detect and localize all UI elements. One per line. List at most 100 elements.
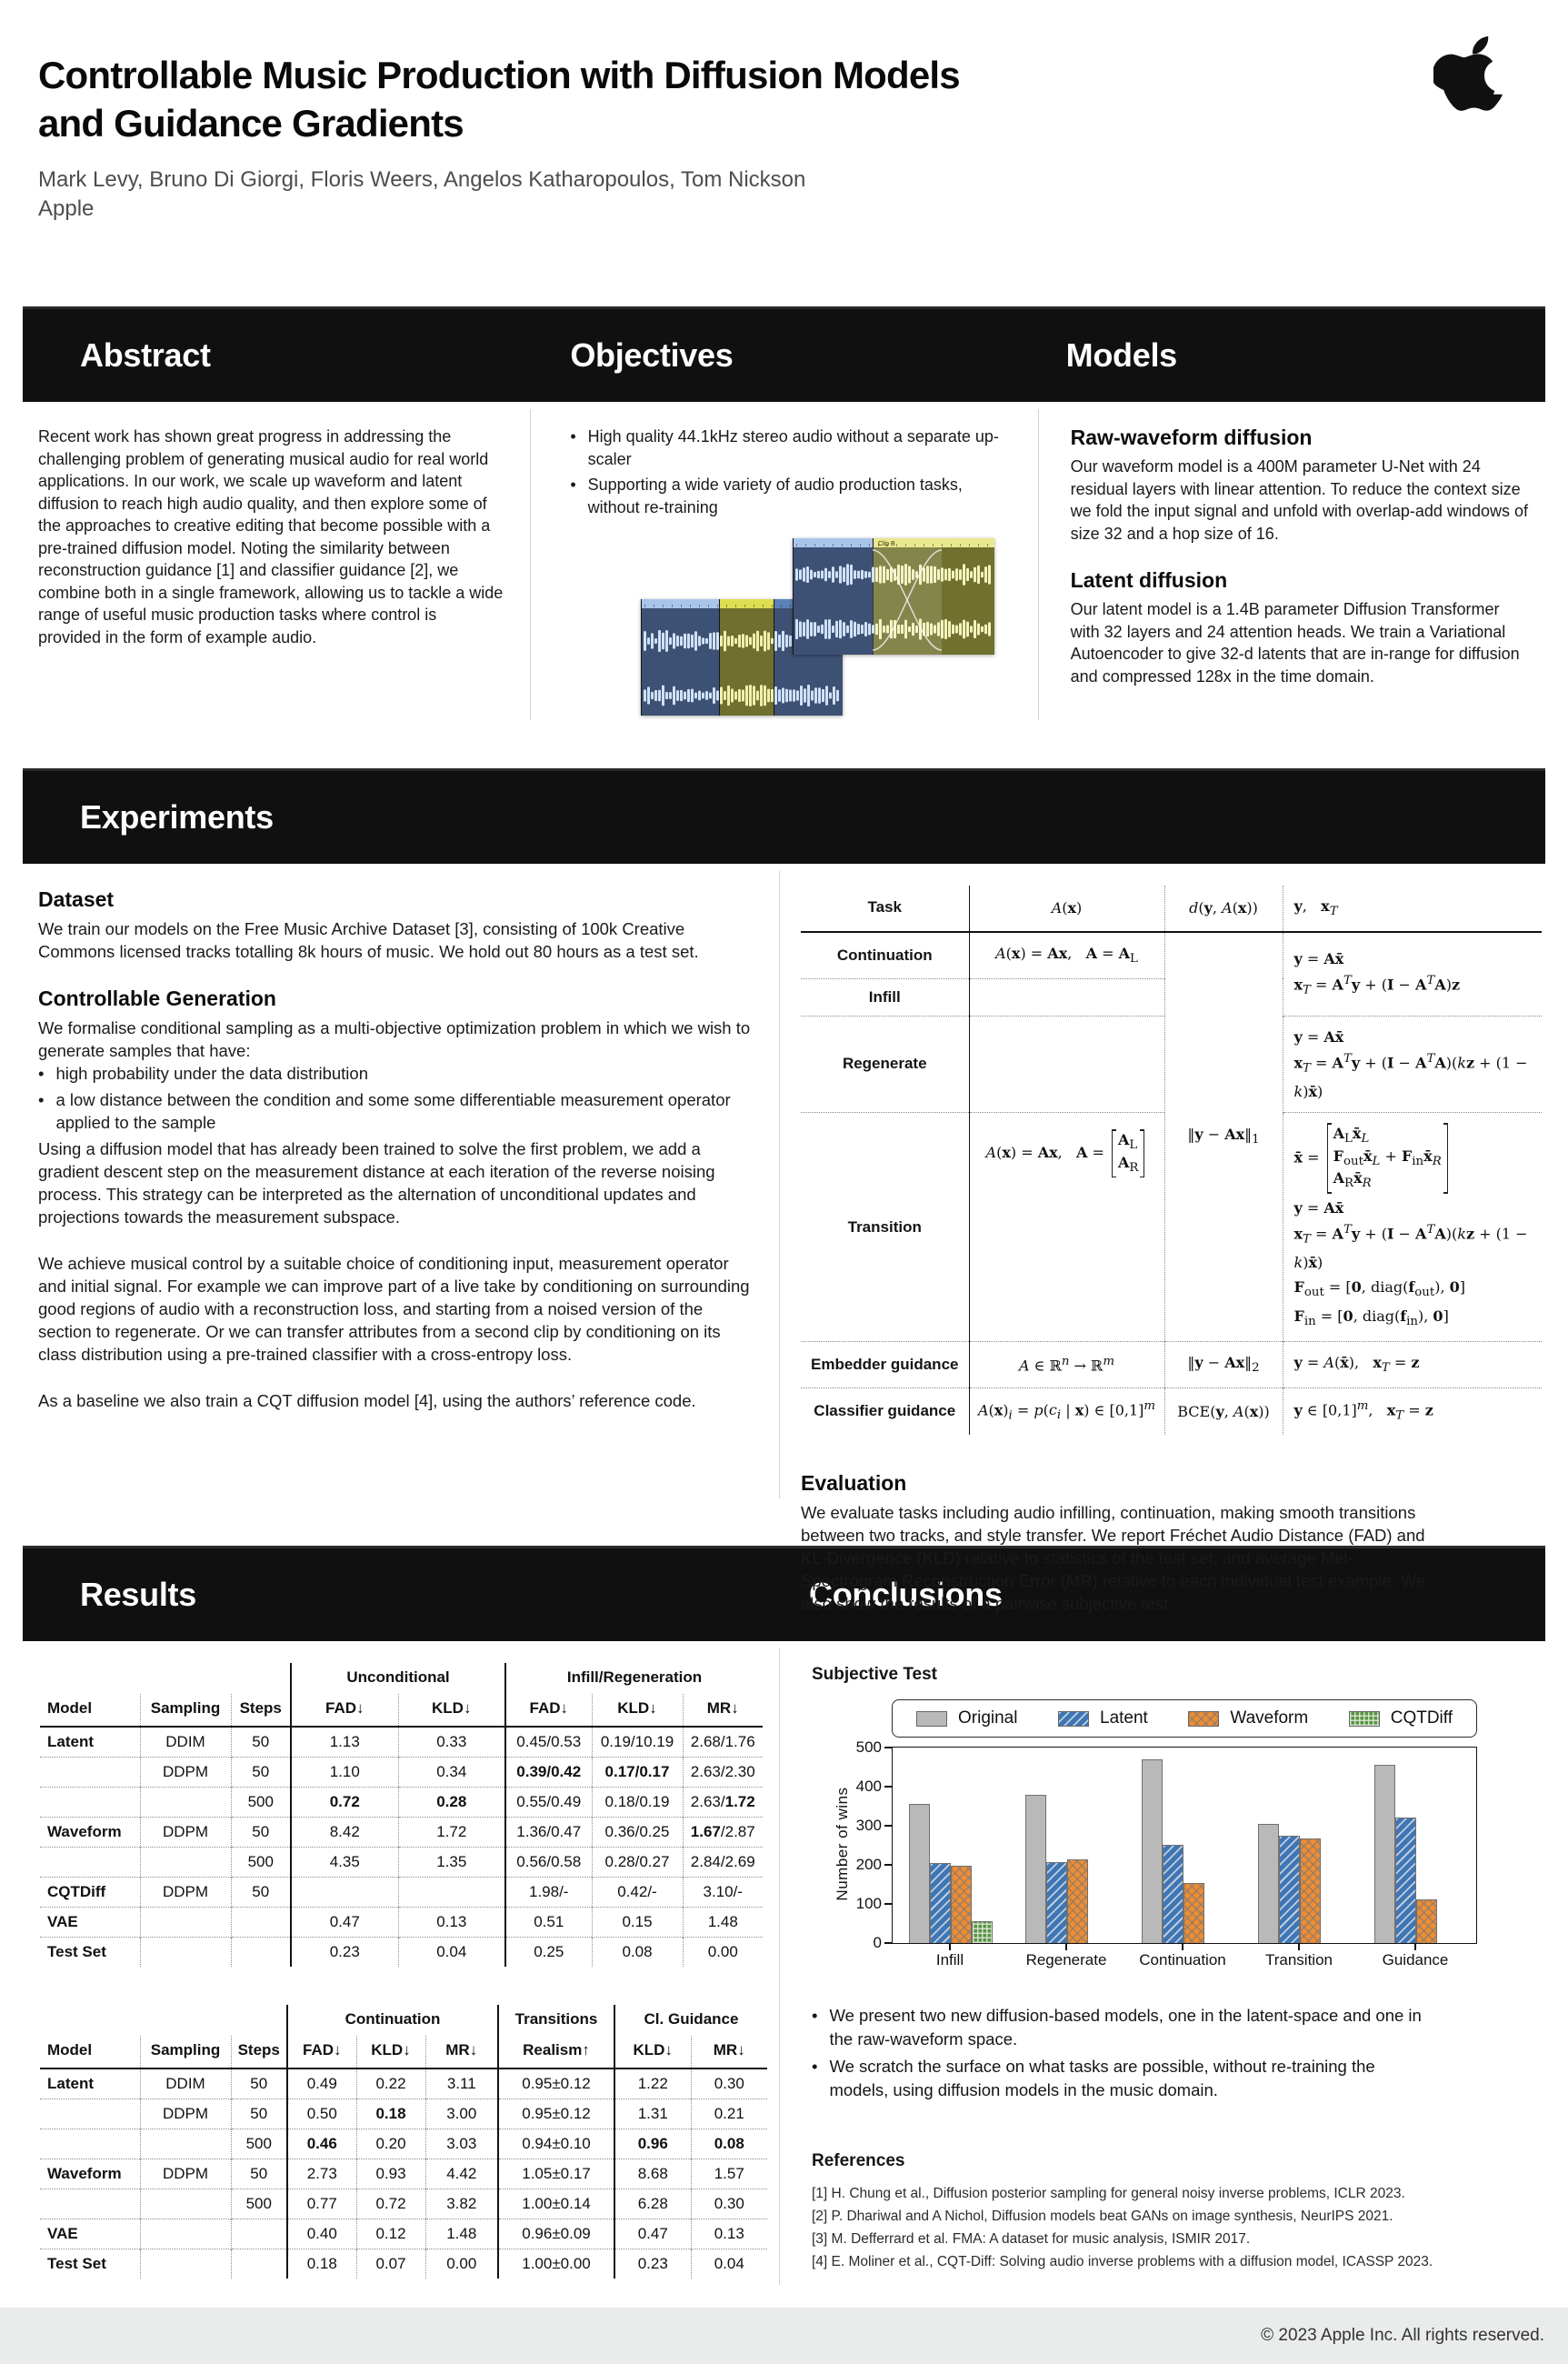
table-cell: Test Set <box>40 2249 140 2279</box>
section-bar-top: Abstract Objectives Models <box>23 306 1545 402</box>
models-column: Raw-waveform diffusion Our waveform mode… <box>1037 402 1545 768</box>
group-header-row: Continuation Transitions Cl. Guidance <box>40 2005 767 2036</box>
column-header: d(y, A(x)) <box>1164 886 1283 933</box>
objective-bullet-text: High quality 44.1kHz stereo audio withou… <box>587 427 999 468</box>
controllable-generation-intro: We formalise conditional sampling as a m… <box>38 1018 751 1060</box>
y-tick-label: 500 <box>855 1738 882 1756</box>
table-row: VAE 0.40 0.12 1.48 0.96±0.09 0.47 0.13 <box>40 2219 767 2249</box>
table-cell <box>230 2249 287 2279</box>
bullet-icon: • <box>38 1090 45 1109</box>
controllable-generation-title: Controllable Generation <box>38 987 276 1010</box>
task-label: Embedder guidance <box>801 1340 969 1388</box>
table-cell: 0.49 <box>286 2068 356 2099</box>
table-cell: 0.00 <box>682 1937 763 1967</box>
chart-plot: Number of wins 0 100 200 300 400 500 <box>834 1738 1477 1951</box>
table-cell <box>40 2099 140 2129</box>
y-tick-label: 300 <box>855 1817 882 1834</box>
table-cell: 0.47 <box>290 1907 398 1938</box>
legend-label: Original <box>958 1708 1018 1728</box>
table-cell: 50 <box>230 2159 287 2189</box>
legend-swatch-cqtdiff <box>1348 1710 1380 1727</box>
bar-waveform-regenerate <box>1067 1858 1088 1943</box>
table-cell: 0.07 <box>355 2249 425 2279</box>
task-label: Infill <box>801 977 969 1017</box>
bar-latent-continuation <box>1163 1844 1183 1943</box>
experiments-paragraph: We achieve musical control by a suitable… <box>38 1254 750 1364</box>
bullet-icon: • <box>570 427 576 446</box>
table-row: Test Set 0.18 0.07 0.00 1.00±0.00 0.23 0.04 <box>40 2249 767 2279</box>
table-cell: 0.15 <box>591 1907 683 1938</box>
table-cell: 50 <box>230 1757 291 1788</box>
x-tick-mark <box>1182 1944 1183 1950</box>
table-cell: 3.82 <box>424 2189 498 2219</box>
table-cell <box>139 1847 231 1878</box>
references-list: [1] H. Chung et al., Diffusion posterior… <box>812 2182 1536 2273</box>
y-tick-label: 400 <box>855 1778 882 1795</box>
objective-bullet: • High quality 44.1kHz stereo audio with… <box>570 426 1010 470</box>
table-cell: 50 <box>230 2068 287 2099</box>
table-cell: 0.19/10.19 <box>591 1727 683 1758</box>
svg-text:Clip B: Clip B <box>878 541 895 547</box>
group-header: Unconditional <box>290 1663 505 1694</box>
table-cell <box>139 2189 231 2219</box>
table-cell: 0.30 <box>690 2189 767 2219</box>
table-cell: 0.23 <box>290 1937 398 1967</box>
formula-cell: y ∈ [0,1]m, xT = z <box>1282 1387 1542 1435</box>
table-row: Latent DDIM 50 0.49 0.22 3.11 0.95±0.12 1.22 0.3… <box>40 2068 767 2099</box>
table-row: Waveform DDPM 50 2.73 0.93 4.42 1.05±0.17 8.68 1… <box>40 2159 767 2189</box>
table-cell: 2.73 <box>286 2159 356 2189</box>
formula-cell: ‖y − Ax‖2 <box>1164 1340 1283 1388</box>
table-cell <box>139 2129 231 2159</box>
table-cell: 1.98/- <box>504 1877 592 1908</box>
subsection-body: Our latent model is a 1.4B parameter Dif… <box>1070 600 1520 686</box>
column-header: MR↓ <box>424 2036 498 2069</box>
table-cell: Waveform <box>40 1817 140 1848</box>
x-tick-label: Transition <box>1264 1951 1333 1968</box>
table-cell: 2.68/1.76 <box>682 1727 763 1758</box>
table-cell: 2.63/1.72 <box>682 1787 763 1818</box>
table-cell: 1.72 <box>397 1817 505 1848</box>
table-cell: Latent <box>47 2075 94 2092</box>
bullet-icon: • <box>570 476 576 494</box>
table-cell: 500 <box>230 1847 291 1878</box>
conclusion-bullets: • We present two new diffusion-based mod… <box>812 2004 1430 2102</box>
group-header: Infill/Regeneration <box>504 1663 763 1694</box>
table-cell: 0.28 <box>397 1787 505 1818</box>
table-cell: 0.55/0.49 <box>504 1787 592 1818</box>
table-cell: 2.63/2.30 <box>682 1757 763 1788</box>
experiments-left-column: Dataset We train our models on the Free … <box>23 864 779 1615</box>
table-cell: 1.36/0.47 <box>504 1817 592 1848</box>
daw-panel-crossfade: Clip B <box>793 538 995 655</box>
bar-latent-regenerate <box>1046 1862 1067 1943</box>
bottom-content-row: Unconditional Infill/Regeneration Model S… <box>23 1641 1545 2308</box>
table-cell: 0.36/0.25 <box>591 1817 683 1848</box>
table-cell: 0.56/0.58 <box>504 1847 592 1878</box>
table-cell: 1.00±0.00 <box>497 2249 614 2279</box>
table-cell: 1.00±0.14 <box>497 2189 614 2219</box>
table-cell: 0.46 <box>286 2129 356 2159</box>
results-table-continuation-transitions-guidance: Continuation Transitions Cl. Guidance Mo… <box>40 2005 767 2279</box>
table-cell: 0.13 <box>690 2219 767 2249</box>
x-tick-mark <box>949 1944 951 1950</box>
table-cell: 3.11 <box>424 2068 498 2099</box>
table-cell: 0.08 <box>591 1937 683 1967</box>
table-cell <box>40 1757 140 1788</box>
task-row-transition: Transition A(x) = Ax, A = AL AR x̄ = ALx̄… <box>801 1112 1542 1342</box>
controllable-bullet-text: a low distance between the condition and… <box>55 1090 731 1132</box>
table-cell: 0.42/- <box>591 1877 683 1908</box>
table-cell <box>139 1937 231 1967</box>
bar-original-transition <box>1258 1823 1279 1943</box>
bar-waveform-transition <box>1300 1838 1321 1943</box>
table-cell: 0.51 <box>504 1907 592 1938</box>
experiments-right-column: Task A(x) d(y, A(x)) y, xT Continuation … <box>779 864 1545 1615</box>
table-cell <box>40 1787 140 1818</box>
formula-cell: y = A(x̄), xT = z <box>1282 1340 1542 1388</box>
evaluation-title: Evaluation <box>801 1470 907 1495</box>
table-cell <box>139 2219 231 2249</box>
objectives-column: • High quality 44.1kHz stereo audio with… <box>530 402 1037 768</box>
table-cell: Waveform <box>40 2159 140 2189</box>
y-tick-mark <box>884 1942 893 1944</box>
table-row: DDPM 50 0.50 0.18 3.00 0.95±0.12 1.31 0.21 <box>40 2099 767 2129</box>
group-header: Cl. Guidance <box>614 2005 767 2036</box>
